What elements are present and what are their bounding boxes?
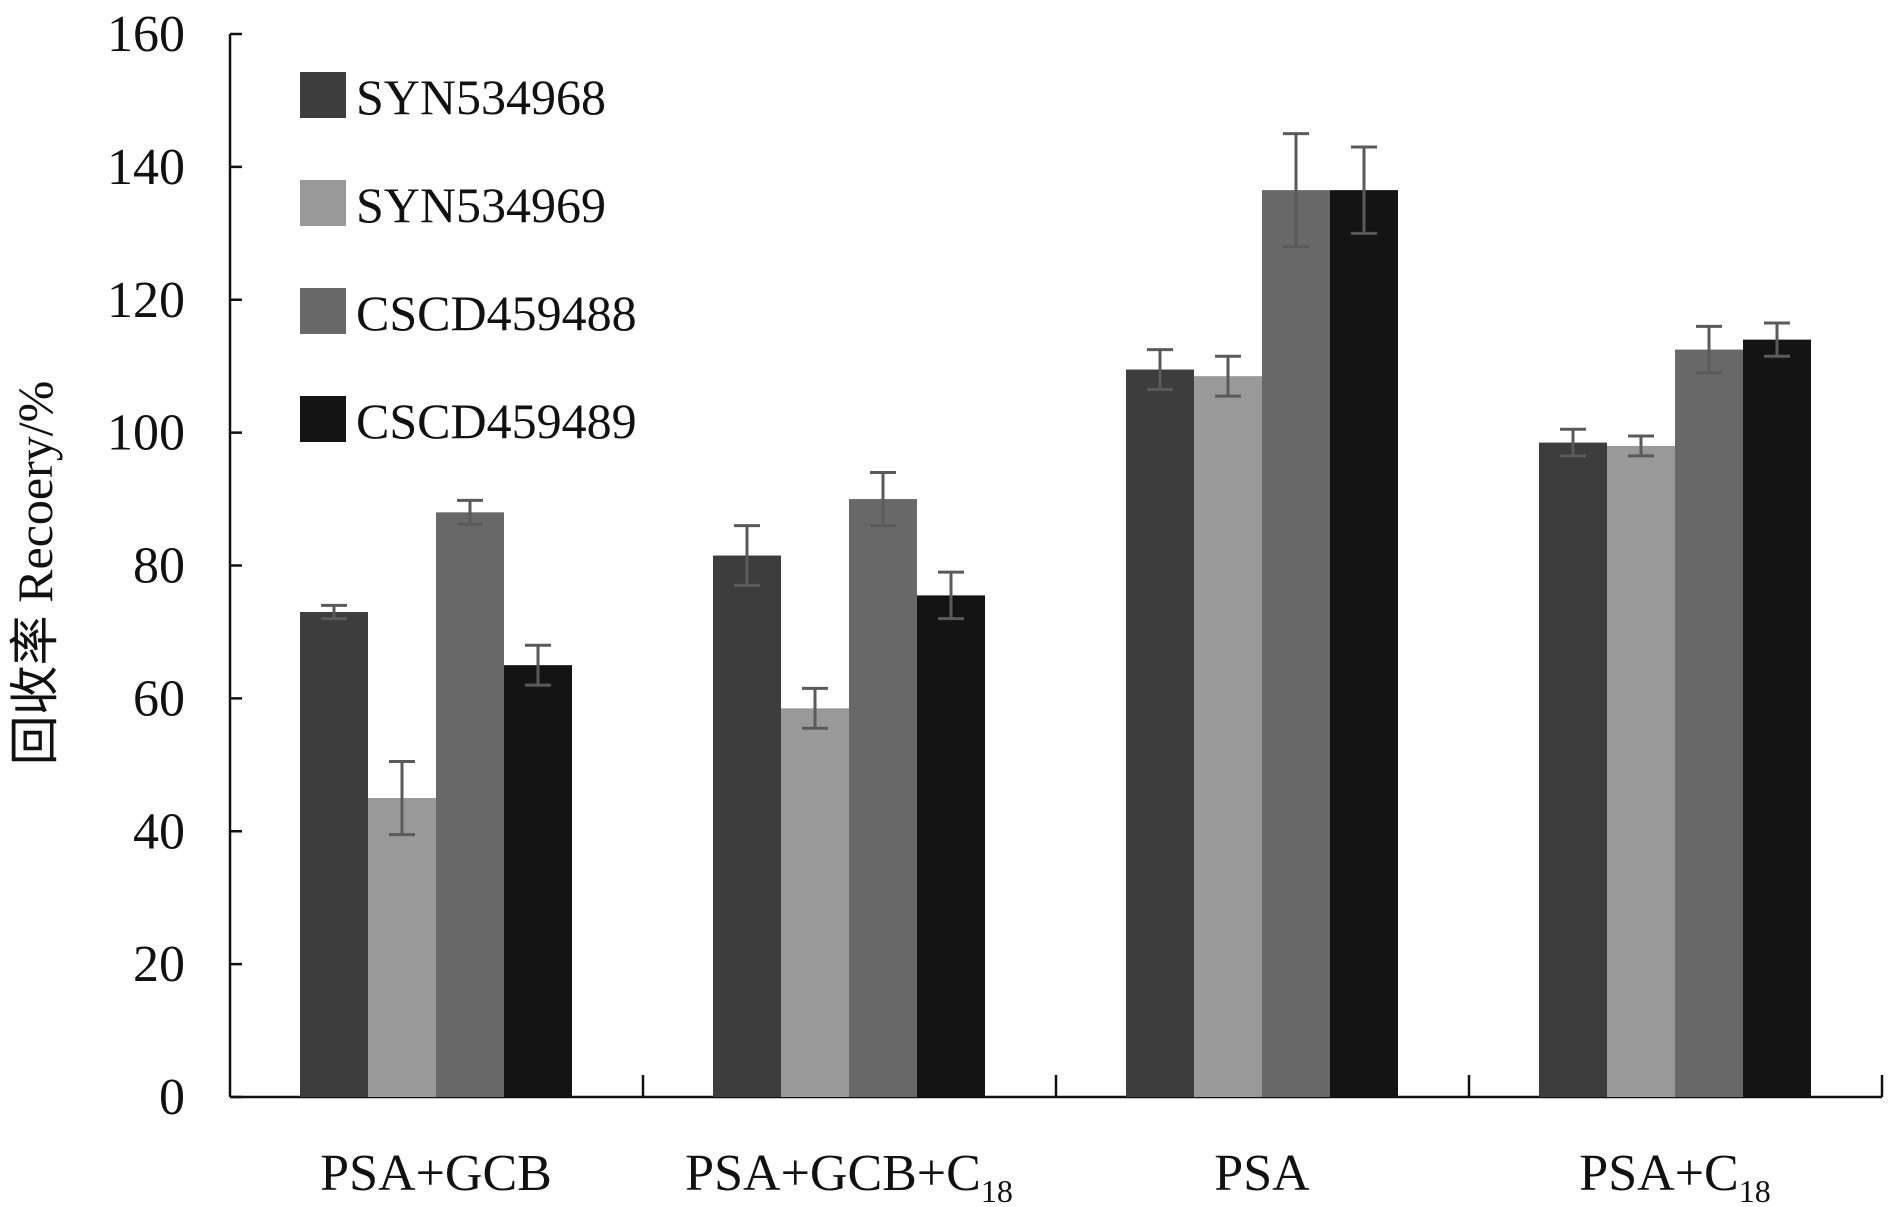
error-bars [321,132,1790,837]
y-tick-label: 40 [133,803,185,860]
y-tick-label: 140 [107,139,185,196]
legend-label: SYN534968 [356,69,606,125]
bar [1743,339,1811,1097]
bar [504,665,572,1097]
legend-swatch [300,288,346,334]
bar [849,499,917,1097]
y-tick-label: 160 [107,6,185,63]
bar [1607,445,1675,1098]
x-category-label: PSA+GCB+C18 [685,1145,1013,1207]
bar [300,612,368,1097]
legend-swatch [300,180,346,226]
x-category-label: PSA+GCB [320,1145,552,1202]
y-tick-label: 60 [133,670,185,727]
x-category-label: PSA+C18 [1579,1145,1770,1207]
bar [1126,369,1194,1097]
legend-label: SYN534969 [356,177,606,233]
bar [713,555,781,1097]
x-category-label: PSA [1214,1145,1310,1202]
bar [1539,442,1607,1097]
y-axis-title: 回收率 Recoery/% [7,381,63,766]
bars [300,190,1811,1098]
bar [1675,349,1743,1097]
bar [917,595,985,1097]
y-tick-label: 120 [107,272,185,329]
y-tick-label: 100 [107,405,185,462]
y-tick-label: 80 [133,538,185,595]
legend-swatch [300,396,346,442]
y-tick-label: 20 [133,936,185,993]
bar [1262,190,1330,1098]
legend: SYN534968 SYN534969 CSCD459488 CSCD459489 [300,69,637,449]
legend-label: CSCD459488 [356,285,637,341]
bar [368,798,436,1097]
bar [781,708,849,1097]
bar [1194,376,1262,1097]
y-axis: 0 20 40 60 80 100 120 140 160 [107,6,242,1126]
legend-label: CSCD459489 [356,393,637,449]
bar [436,512,504,1097]
y-tick-label: 0 [159,1069,185,1126]
legend-swatch [300,72,346,118]
bar [1330,190,1398,1098]
